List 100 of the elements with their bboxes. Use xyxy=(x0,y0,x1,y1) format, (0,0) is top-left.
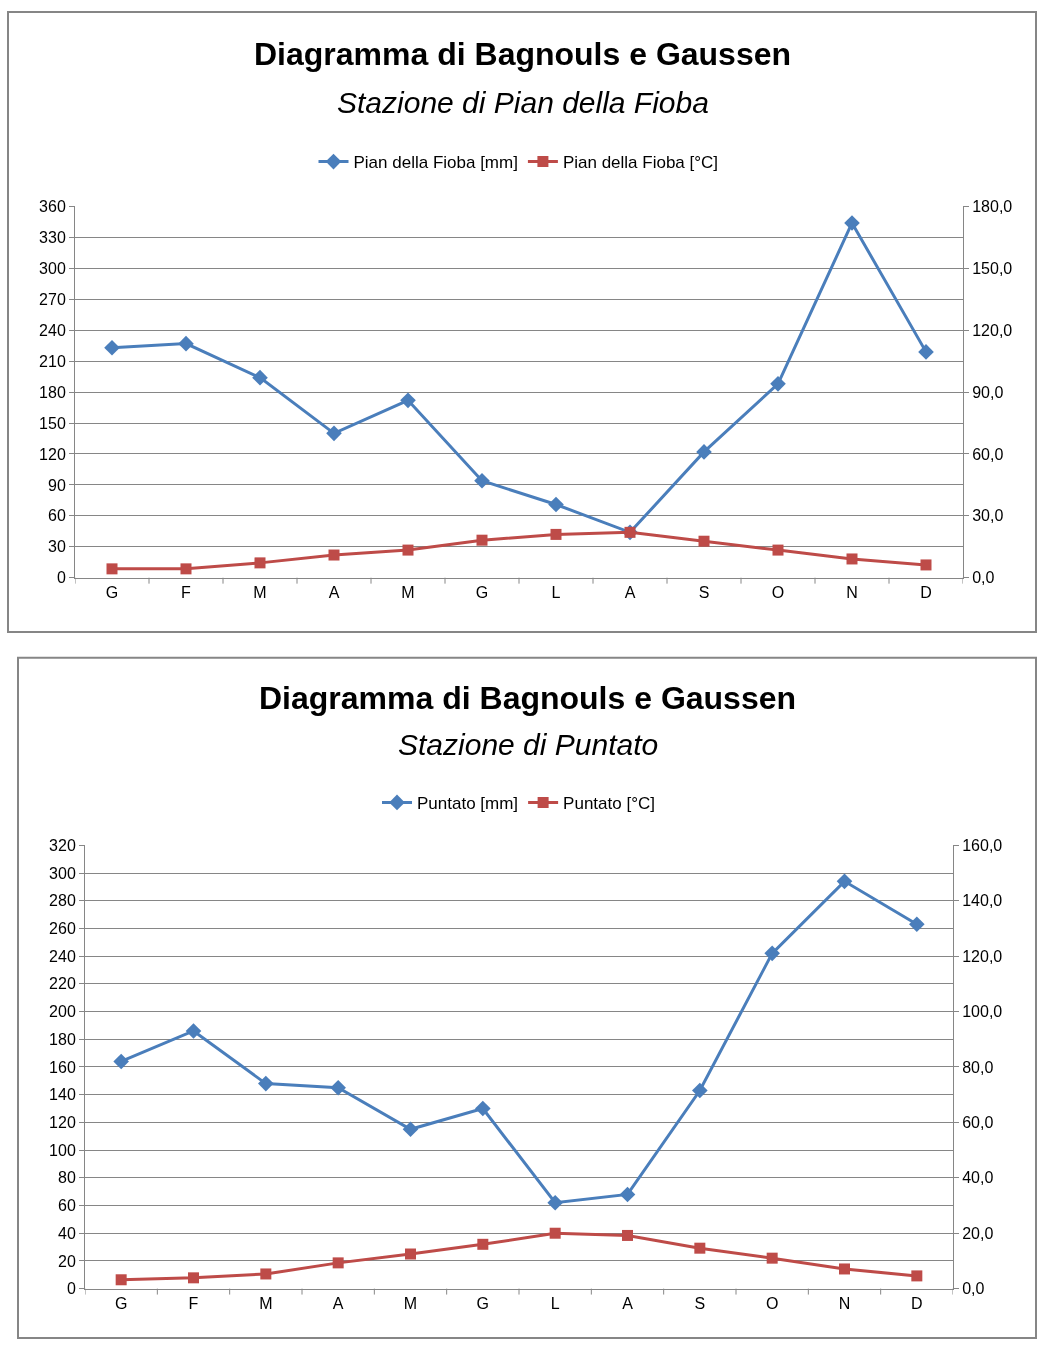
y-tick-label: 60 xyxy=(58,1197,76,1215)
point xyxy=(547,1194,563,1211)
y-tick-label: 0 xyxy=(66,1280,76,1298)
x-tick-label: F xyxy=(181,583,192,601)
x-tick-label: L xyxy=(550,1294,560,1312)
y2-tick-label: 120,0 xyxy=(962,947,1003,965)
y2-tick-label: 60,0 xyxy=(962,1114,994,1131)
point xyxy=(918,344,934,360)
point xyxy=(185,1023,202,1039)
y-tick-label: 60 xyxy=(48,507,66,525)
y-tick-label: 200 xyxy=(49,1003,76,1021)
y2-tick-label: 150,0 xyxy=(972,259,1013,277)
x-tick-label: O xyxy=(765,1294,779,1312)
y2-tick-label: 180,0 xyxy=(972,198,1013,216)
y-tick-label: 150 xyxy=(39,414,66,432)
point xyxy=(326,425,342,442)
point xyxy=(920,559,932,571)
x-tick-label: D xyxy=(920,583,932,601)
x-tick-label: S xyxy=(698,583,710,601)
x-tick-label: A xyxy=(622,1294,634,1312)
y-tick-label: 360 xyxy=(39,198,66,216)
y-tick-label: 220 xyxy=(49,975,76,993)
y-tick-label: 30 xyxy=(48,538,66,556)
y2-tick-label: 160,0 xyxy=(962,836,1003,854)
y2-tick-label: 140,0 xyxy=(962,892,1003,910)
y-tick-label: 20 xyxy=(58,1252,76,1270)
x-tick-label: M xyxy=(259,1294,273,1312)
y-tick-label: 240 xyxy=(49,947,76,965)
x-tick-label: F xyxy=(188,1294,199,1312)
y2-tick-label: 60,0 xyxy=(972,445,1004,463)
chart-title: Diagramma di Bagnouls e Gaussen xyxy=(259,680,797,716)
y2-tick-label: 0,0 xyxy=(962,1280,985,1298)
point xyxy=(400,392,416,409)
point xyxy=(180,563,192,575)
x-tick-label: N xyxy=(846,583,858,601)
x-tick-label: M xyxy=(401,583,415,601)
x-tick-label: G xyxy=(476,1294,490,1312)
point xyxy=(844,215,860,231)
point xyxy=(772,544,784,556)
point xyxy=(402,544,414,556)
legend-label: Puntato [°C] xyxy=(563,794,655,814)
x-tick-label: D xyxy=(911,1294,923,1312)
y2-tick-label: 90,0 xyxy=(972,383,1004,401)
y-tick-label: 100 xyxy=(49,1141,76,1159)
point xyxy=(475,1100,491,1117)
y2-tick-label: 30,0 xyxy=(972,507,1004,525)
x-tick-label: S xyxy=(694,1294,706,1312)
point xyxy=(254,557,266,569)
y2-tick-label: 40,0 xyxy=(962,1169,994,1187)
x-tick-label: G xyxy=(114,1294,128,1312)
point xyxy=(698,535,710,547)
x-tick-label: M xyxy=(403,1294,418,1312)
point xyxy=(330,1079,346,1096)
point xyxy=(178,335,194,352)
point xyxy=(328,549,340,561)
point xyxy=(402,1121,419,1138)
y-tick-label: 120 xyxy=(39,445,66,463)
point xyxy=(909,916,925,933)
point xyxy=(692,1082,708,1099)
y-tick-label: 120 xyxy=(49,1114,76,1131)
x-tick-label: G xyxy=(475,583,489,601)
y-tick-label: 140 xyxy=(49,1086,76,1104)
point xyxy=(252,369,268,386)
y-tick-label: 320 xyxy=(49,836,76,854)
point xyxy=(846,553,858,565)
y-tick-label: 160 xyxy=(49,1058,76,1076)
y2-tick-label: 80,0 xyxy=(962,1058,994,1076)
legend-label: Pian della Fioba [mm] xyxy=(353,153,518,173)
y-tick-label: 80 xyxy=(58,1169,76,1187)
y-tick-label: 280 xyxy=(49,892,76,910)
x-tick-label: L xyxy=(551,583,561,601)
x-tick-label: M xyxy=(253,583,267,601)
x-tick-label: N xyxy=(838,1294,851,1312)
y-tick-label: 300 xyxy=(39,259,66,277)
y-tick-label: 40 xyxy=(58,1224,76,1242)
y2-tick-label: 100,0 xyxy=(962,1003,1003,1021)
y-tick-label: 180 xyxy=(39,383,66,401)
chart-subtitle: Stazione di Pian della Fioba xyxy=(337,86,709,119)
y-tick-label: 330 xyxy=(39,229,66,247)
x-tick-label: A xyxy=(328,583,340,601)
point xyxy=(764,945,780,962)
x-tick-label: O xyxy=(771,583,785,601)
x-tick-label: A xyxy=(332,1294,344,1312)
chart-subtitle: Stazione di Puntato xyxy=(398,728,659,761)
y-tick-label: 300 xyxy=(49,864,76,882)
point xyxy=(619,1186,636,1203)
point xyxy=(836,873,853,890)
point xyxy=(104,339,120,356)
point xyxy=(696,444,712,460)
y2-tick-label: 120,0 xyxy=(972,321,1013,339)
y2-tick-label: 0,0 xyxy=(972,569,995,587)
y-tick-label: 270 xyxy=(39,290,66,308)
point xyxy=(106,563,118,575)
x-tick-label: A xyxy=(624,583,636,601)
legend-label: Puntato [mm] xyxy=(417,794,519,814)
point xyxy=(474,472,490,489)
x-tick-label: G xyxy=(105,583,119,601)
y-tick-label: 90 xyxy=(48,476,66,494)
point xyxy=(770,376,786,392)
y-tick-label: 260 xyxy=(49,920,76,938)
